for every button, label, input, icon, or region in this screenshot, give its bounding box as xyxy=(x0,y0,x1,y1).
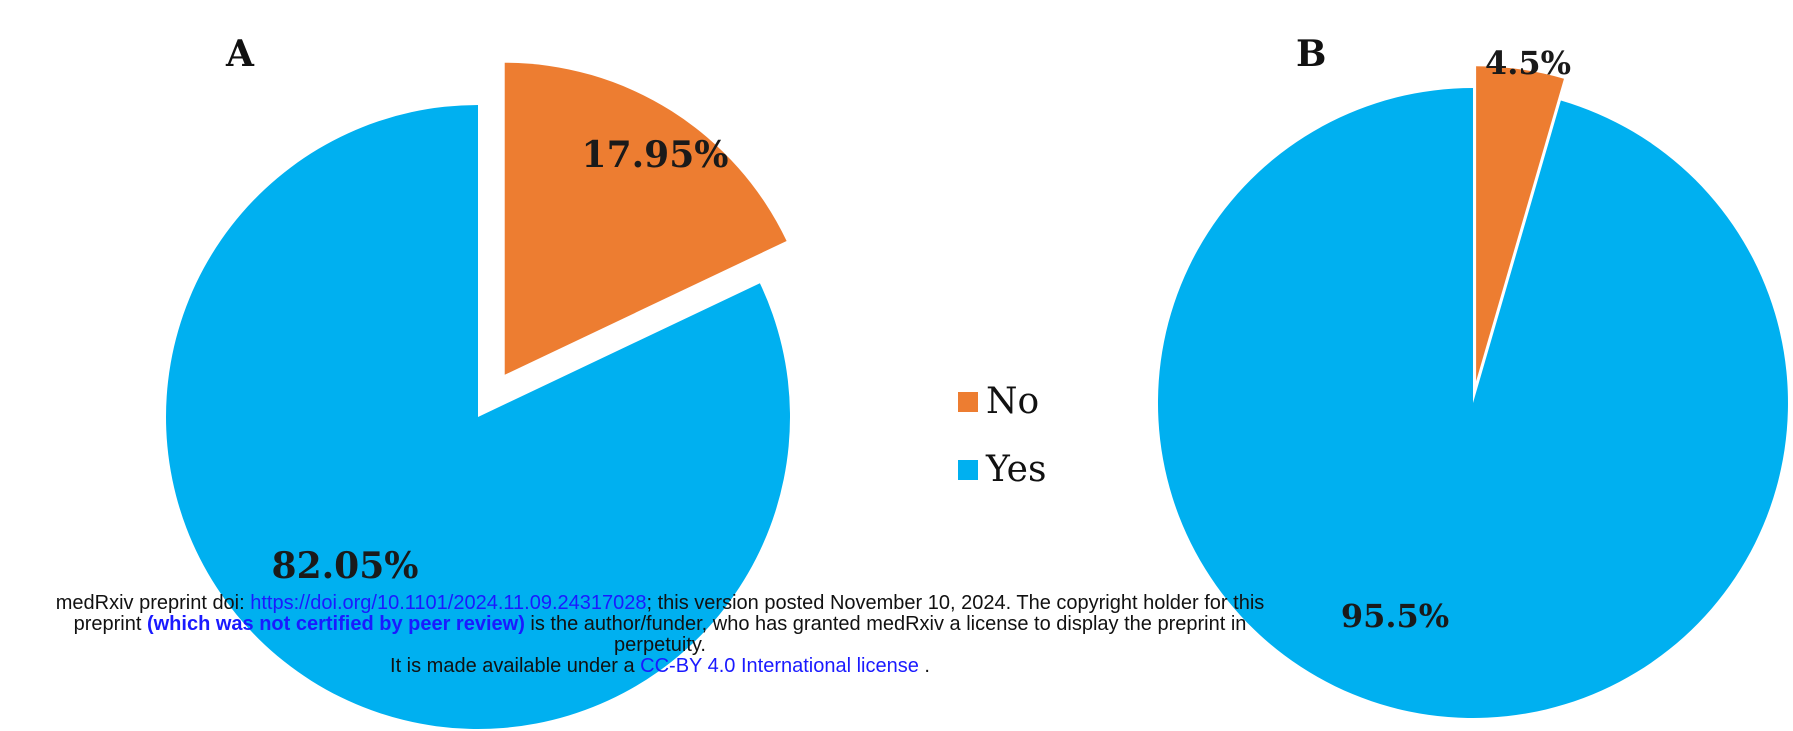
pie-slice-yes xyxy=(1157,88,1788,718)
legend-label-yes: Yes xyxy=(985,449,1046,490)
doi-link[interactable]: https://doi.org/10.1101/2024.11.09.24317… xyxy=(250,592,647,614)
notice-license-text: is the author/funder, who has granted me… xyxy=(524,613,1247,635)
legend-swatch-yes xyxy=(958,460,978,480)
notice-line-4: It is made available under a CC-BY 4.0 I… xyxy=(0,656,1320,677)
notice-line-3: perpetuity. xyxy=(614,634,706,656)
legend-swatch-no xyxy=(958,392,978,412)
slice-label-no: 4.5% xyxy=(1485,44,1571,82)
notice-available-text: It is made available under a xyxy=(390,655,641,677)
pie-slice-no xyxy=(504,62,787,375)
pie-chart-a: A 17.95% 82.05% xyxy=(166,33,791,729)
pie-slice-yes xyxy=(166,105,791,729)
notice-prefix: medRxiv preprint doi: xyxy=(55,592,251,614)
legend-label-no: No xyxy=(986,381,1039,422)
legend: No Yes xyxy=(958,381,1046,490)
notice-line-2: preprint (which was not certified by pee… xyxy=(0,614,1320,635)
notice-end: . xyxy=(918,655,930,677)
panel-label-b: B xyxy=(1296,33,1326,75)
slice-label-yes: 82.05% xyxy=(272,545,419,587)
slice-label-no: 17.95% xyxy=(582,134,729,176)
slice-label-yes: 95.5% xyxy=(1341,597,1449,635)
notice-preprint-word: preprint xyxy=(73,613,147,635)
preprint-notice: medRxiv preprint doi: https://doi.org/10… xyxy=(0,593,1320,677)
license-link[interactable]: CC-BY 4.0 International license xyxy=(640,655,919,677)
peer-review-note: (which was not certified by peer review) xyxy=(146,613,525,635)
panel-label-a: A xyxy=(225,33,255,75)
notice-line-1: medRxiv preprint doi: https://doi.org/10… xyxy=(0,593,1320,614)
pie-chart-b: B 4.5% 95.5% xyxy=(1157,33,1788,718)
notice-posted-text: ; this version posted November 10, 2024.… xyxy=(646,592,1265,614)
pie-slice-no xyxy=(1476,66,1564,382)
